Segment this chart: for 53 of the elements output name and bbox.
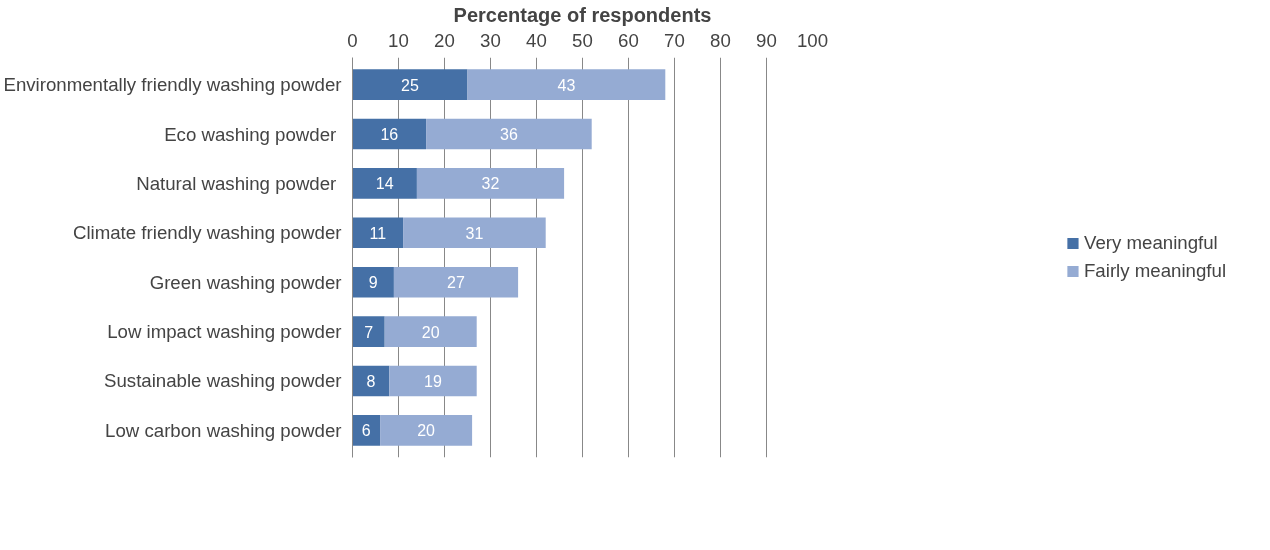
bar (352, 118, 427, 150)
bar (352, 266, 394, 298)
data-label: 9 (368, 274, 378, 292)
data-label: 43 (557, 76, 576, 94)
data-label: 20 (421, 323, 440, 341)
data-label: 16 (380, 126, 399, 144)
bar (352, 69, 468, 100)
legend-label: Fairly meaningful (1083, 260, 1227, 282)
bar (389, 365, 477, 397)
y-tick-label: Green washing powder (149, 271, 342, 293)
y-tick-label: Eco washing powder (164, 123, 337, 145)
data-label: 7 (364, 323, 374, 341)
x-tick-label: 50 (572, 29, 593, 51)
y-tick-label: Climate friendly washing powder (72, 222, 342, 244)
x-tick-label: 100 (796, 29, 829, 51)
bar (426, 118, 592, 150)
bar (384, 316, 477, 347)
x-tick-label: 40 (526, 29, 547, 51)
x-tick-label: 70 (664, 29, 685, 51)
bar (352, 217, 404, 249)
bar (352, 168, 417, 199)
x-tick-label: 30 (480, 29, 501, 51)
data-label: 11 (369, 224, 387, 242)
bar (352, 316, 385, 347)
y-tick-label: Low carbon washing powder (105, 419, 342, 441)
data-label: 25 (401, 76, 419, 94)
bar (352, 415, 381, 446)
bar (416, 168, 565, 199)
x-tick-label: 0 (347, 29, 358, 51)
data-label: 19 (424, 372, 442, 390)
data-label: 27 (447, 274, 465, 292)
bar (403, 217, 546, 249)
bar (393, 266, 519, 298)
data-label: 32 (481, 175, 500, 193)
bar (467, 69, 666, 100)
data-label: 6 (361, 422, 371, 440)
x-tick-label: 90 (756, 29, 777, 51)
x-tick-label: 10 (388, 29, 409, 51)
data-label: 8 (366, 372, 376, 390)
y-tick-label: Low impact washing powder (107, 321, 342, 343)
x-tick-label: 20 (434, 29, 455, 51)
data-label: 14 (375, 175, 394, 193)
x-tick-label: 80 (710, 29, 731, 51)
bar (380, 415, 473, 446)
data-label: 20 (417, 422, 436, 440)
y-tick-label: Environmentally friendly washing powder (3, 74, 342, 96)
x-axis-title: Percentage of respondents (453, 3, 712, 26)
legend-label: Very meaningful (1083, 232, 1218, 254)
y-tick-label: Natural washing powder (136, 172, 337, 194)
x-tick-label: 60 (618, 29, 639, 51)
data-label: 36 (500, 126, 518, 144)
y-tick-label: Sustainable washing powder (104, 370, 342, 392)
data-label: 31 (465, 224, 484, 242)
